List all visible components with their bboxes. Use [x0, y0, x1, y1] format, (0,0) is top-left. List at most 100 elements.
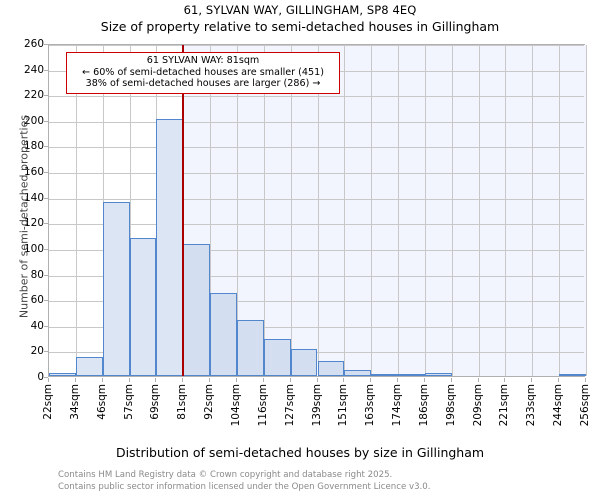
x-axis-tick-mark [450, 378, 452, 382]
x-axis-tick-label: 127sqm [283, 384, 296, 427]
y-axis-tick-mark [44, 44, 48, 45]
y-axis-tick-label: 40 [30, 319, 44, 332]
x-axis-tick-label: 186sqm [417, 384, 430, 427]
y-axis-tick-mark [44, 377, 48, 378]
histogram-bar [236, 319, 264, 376]
x-axis-tick-label: 198sqm [444, 384, 457, 427]
x-axis-tick-label: 34sqm [68, 384, 81, 420]
x-axis-tick-label: 221sqm [498, 384, 511, 427]
gridline-horizontal [49, 326, 584, 328]
y-axis-tick-mark [44, 325, 48, 327]
x-axis-tick-label: 104sqm [229, 384, 242, 427]
x-axis-tick-mark [182, 378, 184, 382]
histogram-bar [210, 292, 237, 376]
y-axis-tick-mark [44, 351, 48, 353]
x-axis-tick-label: 209sqm [471, 384, 484, 427]
gridline-horizontal [49, 96, 584, 98]
gridline-vertical [344, 45, 346, 376]
x-axis-tick-label: 244sqm [552, 384, 565, 427]
x-axis-tick-label: 256sqm [579, 384, 591, 427]
x-axis-tick-label: 57sqm [122, 384, 135, 420]
histogram-bar [129, 237, 157, 376]
annotation-line-3: 38% of semi-detached houses are larger (… [85, 78, 321, 90]
subject-property-annotation: 61 SYLVAN WAY: 81sqm ← 60% of semi-detac… [66, 52, 340, 95]
y-axis-tick-label: 180 [23, 140, 44, 153]
chart-subtitle: Size of property relative to semi-detach… [100, 19, 500, 34]
footer-attribution: Contains HM Land Registry data © Crown c… [58, 470, 598, 494]
x-axis-tick-mark [289, 378, 291, 382]
x-axis-tick-label: 22sqm [42, 384, 54, 420]
gridline-vertical [586, 45, 587, 376]
gridline-vertical [75, 45, 77, 376]
x-axis-tick-mark [128, 378, 130, 382]
x-axis-tick-mark [155, 378, 157, 382]
y-axis-tick-label: 220 [23, 89, 44, 102]
x-axis-tick-mark [316, 378, 318, 382]
histogram-bar [263, 338, 291, 376]
footer-line-1: Contains HM Land Registry data © Crown c… [58, 470, 393, 480]
x-axis-tick-mark [74, 378, 76, 382]
histogram-bar [424, 373, 452, 376]
x-axis-tick-label: 81sqm [176, 384, 189, 420]
histogram-bar [49, 373, 76, 376]
gridline-vertical [532, 45, 534, 376]
x-axis-tick-mark [477, 378, 479, 382]
x-axis-tick-mark [504, 378, 506, 382]
x-axis-tick-label: 139sqm [310, 384, 323, 427]
x-axis-tick-mark [235, 378, 237, 382]
y-axis-tick-mark [44, 223, 48, 225]
histogram-bar [102, 201, 130, 376]
x-axis-tick-mark [343, 378, 345, 382]
histogram-bar [317, 360, 345, 376]
gridline-vertical [559, 45, 561, 376]
gridline-horizontal [49, 224, 584, 226]
gridline-horizontal [49, 173, 584, 175]
y-axis-tick-mark [44, 95, 48, 97]
gridline-vertical [398, 45, 400, 376]
y-axis-tick-mark [44, 69, 48, 71]
x-axis-tick-mark [397, 378, 399, 382]
gridline-horizontal [49, 249, 584, 251]
gridline-horizontal [49, 121, 584, 123]
y-axis-tick-label: 200 [23, 114, 44, 127]
plot-area [48, 44, 587, 377]
x-axis-tick-label: 163sqm [364, 384, 377, 427]
y-axis-tick-label: 0 [37, 371, 44, 383]
y-axis-label: Number of semi-detached properties [17, 114, 31, 319]
x-axis-tick-mark [370, 378, 372, 382]
y-axis-tick-label: 240 [23, 63, 44, 76]
gridline-vertical [505, 45, 507, 376]
x-axis-tick-label: 46sqm [95, 384, 108, 420]
x-axis-tick-mark [423, 378, 425, 382]
histogram-bar [75, 356, 103, 376]
histogram-bar [371, 374, 399, 376]
x-axis-tick-mark [585, 378, 586, 382]
x-axis-tick-label: 233sqm [525, 384, 538, 427]
histogram-bar [183, 244, 211, 376]
gridline-vertical [129, 45, 131, 376]
x-axis-tick-label: 174sqm [391, 384, 404, 427]
y-axis-tick-label: 20 [30, 345, 44, 358]
x-axis-tick-mark [531, 378, 533, 382]
x-axis-tick-mark [558, 378, 560, 382]
histogram-bar [559, 374, 586, 376]
y-axis-tick-mark [44, 300, 48, 302]
y-axis-tick-mark [44, 197, 48, 199]
chart-title: 61, SYLVAN WAY, GILLINGHAM, SP8 4EQ [183, 3, 417, 17]
x-axis-tick-label: 92sqm [203, 384, 216, 420]
y-axis-tick-label: 120 [23, 217, 44, 230]
y-axis-tick-mark [44, 274, 48, 276]
histogram-bar [290, 349, 318, 376]
y-axis-tick-label: 140 [23, 191, 44, 204]
gridline-vertical [478, 45, 480, 376]
histogram-bar [398, 374, 425, 376]
x-axis-tick-label: 151sqm [337, 384, 350, 427]
x-axis: 22sqm 34sqm 46sqm 57sqm 69sqm 81sqm 92sqm 104sq… [0, 378, 600, 448]
x-axis-label: Distribution of semi-detached houses by … [115, 445, 485, 460]
gridline-horizontal [49, 147, 584, 149]
x-axis-tick-mark [101, 378, 103, 382]
gridline-horizontal [49, 198, 584, 200]
annotation-line-2: ← 60% of semi-detached houses are smalle… [82, 66, 324, 78]
y-axis-tick-mark [44, 120, 48, 122]
